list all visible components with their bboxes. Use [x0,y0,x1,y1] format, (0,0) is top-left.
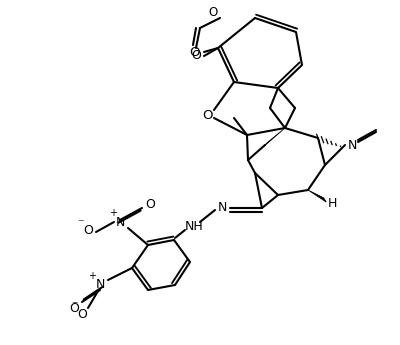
Text: O: O [69,302,79,315]
Text: O: O [189,46,199,59]
Text: ⁻: ⁻ [77,217,83,230]
Text: +: + [109,208,117,218]
Text: N: N [347,138,357,151]
Polygon shape [263,128,285,147]
Text: O: O [202,108,212,121]
Text: +: + [88,271,96,281]
Text: ⁻: ⁻ [71,299,77,313]
Text: O: O [208,6,218,19]
Polygon shape [308,190,326,202]
Text: N: N [217,200,227,214]
Text: O: O [191,49,201,61]
Text: O: O [83,225,93,237]
Text: NH: NH [185,220,203,234]
Text: O: O [77,307,87,321]
Text: O: O [145,197,155,210]
Text: H: H [327,197,337,209]
Text: N: N [115,216,125,228]
Text: N: N [95,278,105,292]
